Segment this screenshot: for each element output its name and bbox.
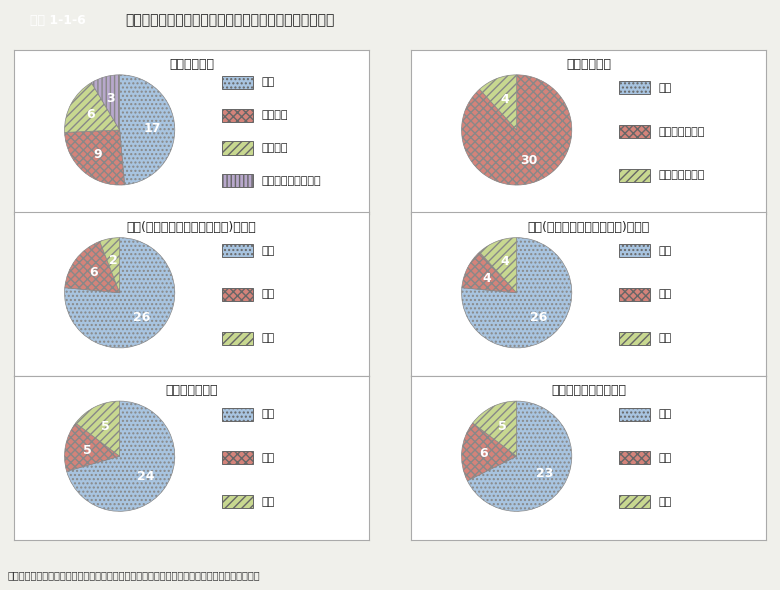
Wedge shape (462, 238, 572, 348)
Wedge shape (462, 423, 516, 481)
Text: 少数落下: 少数落下 (261, 143, 288, 153)
Bar (619, 125, 650, 138)
Wedge shape (65, 423, 119, 471)
Text: なし: なし (658, 409, 672, 419)
Text: 什器(テレビ等背の低いもの)の転倒: 什器(テレビ等背の低いもの)の転倒 (527, 221, 650, 234)
Text: 高層ビル内の内装材の破損や家具，什器等の移動・転倒: 高層ビル内の内装材の破損や家具，什器等の移動・転倒 (125, 14, 334, 27)
Text: なし: なし (261, 245, 275, 255)
Bar (222, 174, 253, 188)
Bar (619, 81, 650, 94)
Wedge shape (65, 241, 119, 293)
Text: クラック＋剥離: クラック＋剥離 (658, 171, 705, 181)
Text: 不明: 不明 (261, 333, 275, 343)
Text: あり: あり (658, 290, 672, 299)
Wedge shape (65, 238, 175, 348)
Bar (222, 288, 253, 301)
Text: 4: 4 (500, 255, 509, 268)
Bar (222, 408, 253, 421)
Text: 不明: 不明 (658, 333, 672, 343)
Text: なし: なし (261, 77, 275, 87)
Text: 26: 26 (530, 311, 548, 324)
Text: 23: 23 (536, 467, 554, 480)
Wedge shape (480, 75, 516, 130)
Text: 不明: 不明 (261, 497, 275, 507)
Bar (619, 169, 650, 182)
Bar (222, 332, 253, 345)
Wedge shape (65, 130, 125, 185)
Text: 出典：気象庁「高層ビル内の内装材の破損や家具，什器等の移動・転倒に関する聞き取り調査」: 出典：気象庁「高層ビル内の内装材の破損や家具，什器等の移動・転倒に関する聞き取り… (8, 571, 261, 580)
Text: 天井材の被害: 天井材の被害 (169, 58, 214, 71)
Bar (619, 288, 650, 301)
Text: 3: 3 (107, 91, 115, 104)
Text: 24: 24 (137, 470, 154, 483)
Text: 内装材の破損: 内装材の破損 (566, 58, 611, 71)
Text: 少数ズレ＋少数落下: 少数ズレ＋少数落下 (261, 176, 321, 186)
Text: 6: 6 (87, 108, 95, 121)
Text: あり: あり (658, 453, 672, 463)
Bar (619, 495, 650, 508)
Text: あり: あり (261, 290, 275, 299)
Wedge shape (473, 401, 516, 456)
Text: 5: 5 (101, 420, 109, 433)
Text: 17: 17 (144, 122, 161, 135)
Text: 26: 26 (133, 311, 151, 324)
Bar (222, 76, 253, 89)
Bar (222, 109, 253, 122)
Wedge shape (480, 238, 516, 293)
Text: 什器(背の高いキャビネット等)の転倒: 什器(背の高いキャビネット等)の転倒 (126, 221, 257, 234)
Text: 30: 30 (520, 154, 537, 168)
Wedge shape (119, 75, 175, 185)
Text: あり: あり (261, 453, 275, 463)
Bar (222, 244, 253, 257)
Text: 6: 6 (480, 447, 488, 460)
Text: なし: なし (261, 409, 275, 419)
Text: 5: 5 (498, 420, 506, 433)
Bar (222, 495, 253, 508)
Bar (619, 408, 650, 421)
Wedge shape (462, 252, 516, 293)
Text: 図表 1-1-6: 図表 1-1-6 (30, 14, 86, 27)
Text: ヘアークラック: ヘアークラック (658, 127, 705, 136)
Text: 9: 9 (94, 148, 102, 161)
Text: 4: 4 (500, 93, 509, 106)
Bar (619, 244, 650, 257)
Bar (619, 332, 650, 345)
Wedge shape (66, 401, 175, 512)
Wedge shape (462, 75, 572, 185)
Wedge shape (467, 401, 572, 512)
Text: 少数ずれ: 少数ずれ (261, 110, 288, 120)
Text: 4: 4 (483, 271, 491, 284)
Wedge shape (76, 401, 119, 456)
Bar (222, 451, 253, 464)
Bar (222, 142, 253, 155)
Text: 不明: 不明 (658, 497, 672, 507)
Text: 2: 2 (109, 254, 118, 267)
Wedge shape (91, 75, 119, 130)
Text: なし: なし (658, 83, 672, 93)
Wedge shape (65, 83, 119, 132)
Text: なし: なし (658, 245, 672, 255)
Text: スライド式書架の移動: スライド式書架の移動 (551, 384, 626, 397)
Text: コピー機の移動: コピー機の移動 (165, 384, 218, 397)
Text: 5: 5 (83, 444, 91, 457)
Text: 6: 6 (89, 266, 98, 279)
Bar (619, 451, 650, 464)
Wedge shape (100, 238, 119, 293)
